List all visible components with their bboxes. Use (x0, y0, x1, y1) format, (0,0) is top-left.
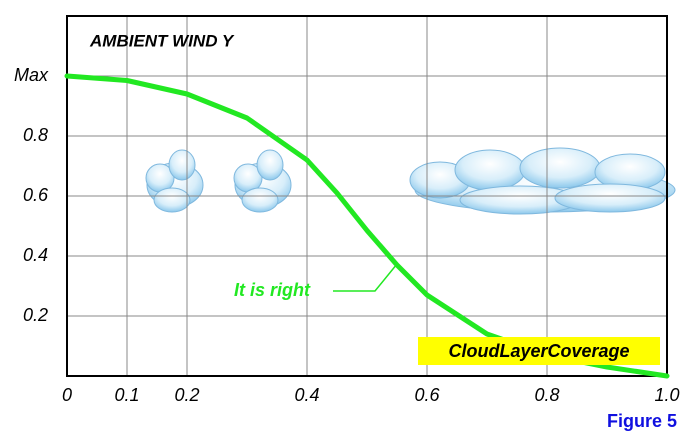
cloud-decoration (145, 147, 676, 215)
chart-title: AMBIENT WIND Y (89, 31, 235, 50)
x-tick-label: 0 (62, 385, 72, 405)
x-tick-label: 0.8 (534, 385, 559, 405)
y-tick-label: 0.2 (23, 305, 48, 325)
annotation: It is right (234, 280, 311, 300)
plot-frame (66, 15, 668, 377)
y-tick-label: 0.6 (23, 185, 49, 205)
label-box (418, 337, 660, 365)
x-tick-label: 0.2 (174, 385, 199, 405)
y-tick-label: 0.8 (23, 125, 48, 145)
annotation-leader (333, 263, 398, 292)
x-tick-label: 0.6 (414, 385, 440, 405)
y-tick-label: Max (14, 65, 49, 85)
series-label: CloudLayerCoverage (448, 341, 629, 361)
x-tick-label: 1.0 (654, 385, 679, 405)
figure-label: Figure 5 (607, 411, 677, 431)
line-series (64, 73, 670, 379)
x-tick-label: 0.4 (294, 385, 319, 405)
y-tick-label: 0.4 (23, 245, 48, 265)
x-tick-label: 0.1 (114, 385, 139, 405)
